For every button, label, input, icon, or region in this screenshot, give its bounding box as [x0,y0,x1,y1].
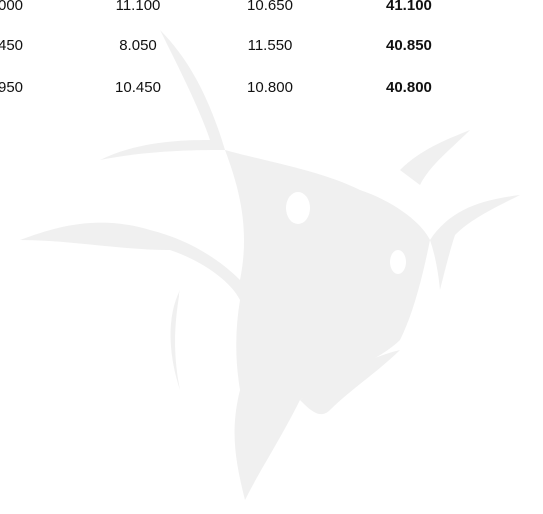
value-cell: 10.650 [247,0,293,14]
value-cell: 10.800 [247,79,293,96]
row-label: 450 [0,37,24,54]
total-cell: 40.850 [386,37,432,54]
value-cell: 8.050 [119,37,157,54]
value-cell: 11.100 [115,0,161,14]
row-label: 950 [0,79,24,96]
total-cell: 41.100 [386,0,432,14]
row-label: 000 [0,0,24,14]
value-cell: 10.450 [115,79,161,96]
total-cell: 40.800 [386,79,432,96]
value-cell: 11.550 [247,37,293,54]
